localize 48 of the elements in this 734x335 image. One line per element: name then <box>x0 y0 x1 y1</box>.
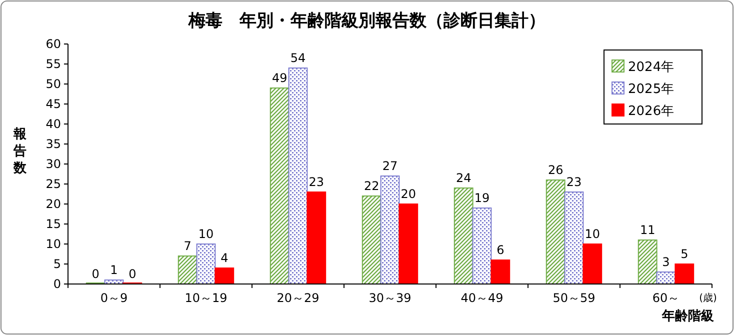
data-label: 11 <box>640 223 656 237</box>
x-tick-label: 50～59 <box>552 291 596 305</box>
legend-label: 2024年 <box>628 60 674 75</box>
data-label: 27 <box>382 159 398 173</box>
data-label: 54 <box>290 51 306 65</box>
text: (歳) <box>699 292 717 304</box>
y-tick-label: 0 <box>53 277 61 291</box>
data-label: 0 <box>92 267 100 281</box>
x-tick-label: 10～19 <box>184 291 228 305</box>
chart-title: 梅毒 年別・年齢階級別報告数（診断日集計） <box>188 11 546 31</box>
data-label: 23 <box>308 175 324 189</box>
y-tick-label: 60 <box>46 37 61 51</box>
data-label: 4 <box>220 251 228 265</box>
data-label: 22 <box>364 179 380 193</box>
y-tick-label: 10 <box>46 237 61 251</box>
data-label: 5 <box>680 247 688 261</box>
data-label: 49 <box>272 71 288 85</box>
y-tick-label: 35 <box>46 137 61 151</box>
data-label: 24 <box>456 171 472 185</box>
y-tick-label: 15 <box>46 217 61 231</box>
data-label: 10 <box>584 227 600 241</box>
data-label: 20 <box>400 187 416 201</box>
y-axis-title: 報告数 <box>12 127 28 176</box>
data-label: 3 <box>662 255 670 269</box>
data-label: 19 <box>474 191 490 205</box>
data-label: 10 <box>198 227 214 241</box>
y-tick-label: 20 <box>46 197 61 211</box>
x-tick-label: 60～ <box>652 291 680 305</box>
x-tick-label: 40～49 <box>460 291 504 305</box>
y-tick-label: 5 <box>53 257 61 271</box>
data-label: 7 <box>184 239 192 253</box>
data-label: 23 <box>566 175 582 189</box>
x-axis-title: 年齢階級 <box>661 309 715 324</box>
y-tick-label: 40 <box>46 117 61 131</box>
y-tick-label: 50 <box>46 77 61 91</box>
data-label: 1 <box>110 263 118 277</box>
x-tick-label: 0～9 <box>100 291 128 305</box>
y-tick-label: 45 <box>46 97 61 111</box>
data-label: 26 <box>548 163 564 177</box>
data-label: 0 <box>128 267 136 281</box>
y-tick-label: 55 <box>46 57 61 71</box>
legend-label: 2026年 <box>628 104 674 119</box>
data-label: 6 <box>496 243 504 257</box>
y-tick-label: 30 <box>46 157 61 171</box>
y-tick-label: 25 <box>46 177 61 191</box>
x-tick-label: 20～29 <box>276 291 320 305</box>
legend-label: 2025年 <box>628 82 674 97</box>
x-tick-label: 30～39 <box>368 291 412 305</box>
